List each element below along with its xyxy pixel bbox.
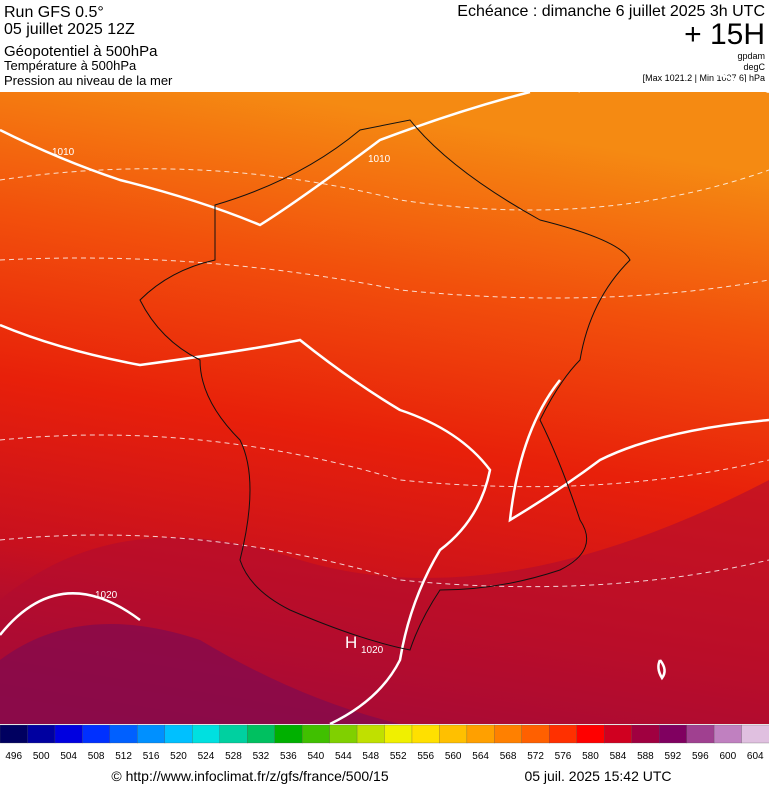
field: Pression au niveau de la mer [4,73,173,88]
legend-label: 556 [417,751,434,762]
color-swatch [494,724,523,744]
legend-label: 548 [362,751,379,762]
color-swatch [521,724,550,744]
legend-label: 504 [60,751,77,762]
field: Température à 500hPa [4,58,137,73]
legend-label: 520 [170,751,187,762]
legend-label: 496 [5,751,22,762]
color-swatch [274,724,303,744]
color-swatch [27,724,56,744]
color-swatch [631,724,660,744]
legend-label: 588 [637,751,654,762]
isotherms [0,168,769,588]
color-swatch [164,724,193,744]
legend-label: 596 [692,751,709,762]
color-swatch [356,724,385,744]
legend-label: 580 [582,751,599,762]
color-swatch [658,724,688,744]
legend-label: 540 [307,751,324,762]
color-swatch [466,724,495,744]
legend-label: 536 [280,751,297,762]
legend-label: 604 [747,751,764,762]
legend-label: 600 [719,751,736,762]
color-swatch [82,724,111,744]
isobar-label: 1020 [95,590,118,601]
coastline [139,119,631,651]
color-swatch [137,724,166,744]
isobar-label: 1010 [52,147,75,158]
color-swatch [384,724,413,744]
unit: degC [743,62,765,72]
color-swatch [741,724,769,744]
color-swatch [439,724,468,744]
legend-label: 516 [143,751,160,762]
color-swatch [329,724,358,744]
color-swatch [192,724,221,744]
legend-label: 508 [88,751,105,762]
unit: gpdam [737,51,765,61]
color-swatch [247,724,276,744]
legend-label: 544 [335,751,352,762]
legend-label: 584 [610,751,627,762]
color-swatch [549,724,578,744]
color-swatch [109,724,138,744]
color-swatch [0,724,28,744]
legend-label: 568 [500,751,517,762]
isobar-label: 1010 [368,154,391,165]
colorbar: 496 500 504 508 512 516 520 524 528 532 536 540 544 5… [0,724,769,762]
isobars [0,44,769,726]
color-swatch [54,724,83,744]
timestamp: 05 juil. 2025 15:42 UTC [524,768,671,784]
run: Run GFS 0.5° [4,4,104,21]
legend-label: 560 [445,751,462,762]
high-pressure: H [345,633,357,652]
range: [Max 1021.2 | Min 1007.6] hPa [643,73,765,83]
shade [0,624,400,724]
legend-label: 500 [33,751,50,762]
color-swatch [686,724,715,744]
legend-label: 524 [198,751,215,762]
legend-label: 528 [225,751,242,762]
run-date: 05 juillet 2025 12Z [4,21,135,38]
legend-label: 532 [253,751,270,762]
color-swatch [576,724,605,744]
legend-label: 564 [472,751,489,762]
lead-time: + 15H [684,18,765,51]
echeance: Echéance : dimanche 6 juillet 2025 3h UT… [457,3,765,20]
source: © http://www.infoclimat.fr/z/gfs/france/… [111,768,388,784]
color-swatch [713,724,742,744]
legend-label: 512 [115,751,132,762]
field: Géopotentiel à 500hPa [4,43,158,60]
map: 1010 1010 1020 H 1020 [0,44,769,726]
color-swatch [411,724,440,744]
legend-label: 552 [390,751,407,762]
legend-label: 592 [665,751,682,762]
legend-label: 572 [527,751,544,762]
isobar-label: 1020 [361,645,384,656]
color-swatch [604,724,633,744]
color-swatch [219,724,248,744]
legend-label: 576 [555,751,572,762]
color-swatch [301,724,331,744]
